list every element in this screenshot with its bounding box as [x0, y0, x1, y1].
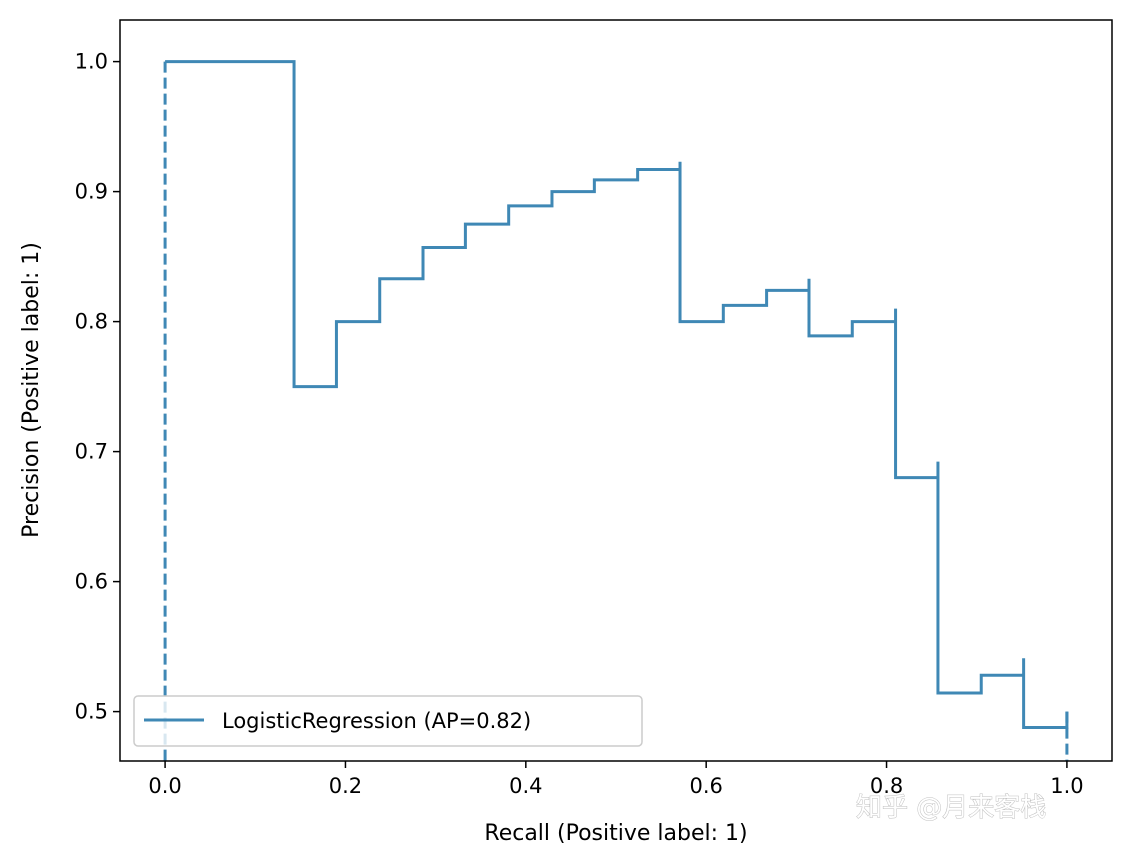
x-tick-label: 0.0	[148, 774, 181, 798]
x-tick-label: 1.0	[1050, 774, 1083, 798]
x-tick-label: 0.8	[870, 774, 903, 798]
x-tick-label: 0.4	[509, 774, 542, 798]
series-layer	[163, 60, 1069, 761]
y-axis-label: Precision (Positive label: 1)	[19, 242, 44, 538]
x-axis-ticks: 0.0 0.2 0.4 0.6 0.8 1.0	[148, 761, 1084, 798]
x-tick-label: 0.2	[329, 774, 362, 798]
y-tick-label: 0.5	[75, 700, 108, 724]
y-tick-label: 0.9	[75, 180, 108, 204]
plot-area	[120, 20, 1112, 761]
y-tick-label: 0.8	[75, 310, 108, 334]
legend: LogisticRegression (AP=0.82)	[133, 695, 643, 747]
x-tick-label: 0.6	[689, 774, 722, 798]
y-axis-ticks: 0.5 0.6 0.7 0.8 0.9 1.0	[75, 50, 120, 724]
pr-curve-line	[165, 60, 1069, 729]
x-axis-label: Recall (Positive label: 1)	[484, 821, 747, 846]
watermark-text: 知乎 @月来客栈	[856, 793, 1046, 823]
y-tick-label: 1.0	[75, 50, 108, 74]
y-tick-label: 0.7	[75, 440, 108, 464]
y-tick-label: 0.6	[75, 570, 108, 594]
axes-frame	[119, 19, 1113, 762]
legend-box	[133, 695, 643, 747]
legend-entry-label: LogisticRegression (AP=0.82)	[222, 709, 531, 733]
